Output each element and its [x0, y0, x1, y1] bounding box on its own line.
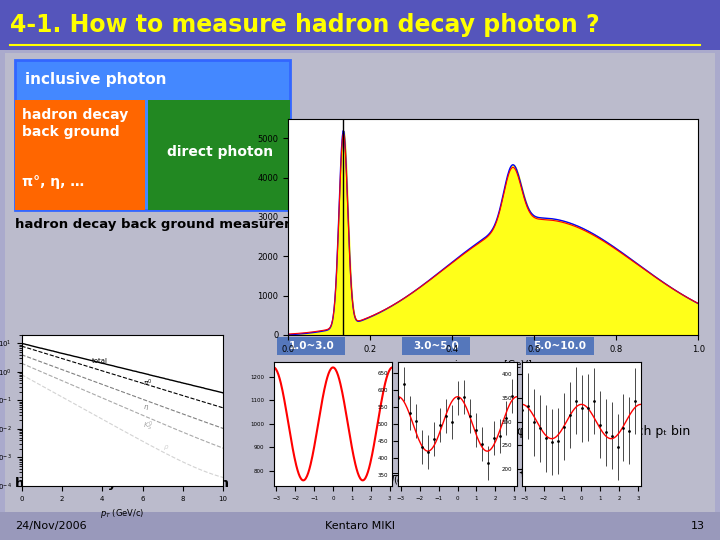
- Text: inclusive photon: inclusive photon: [25, 72, 166, 87]
- FancyBboxPatch shape: [402, 337, 469, 355]
- Text: $K^0_S$: $K^0_S$: [143, 420, 153, 434]
- FancyBboxPatch shape: [0, 0, 720, 50]
- Text: π°, η, …: π°, η, …: [22, 175, 84, 189]
- FancyBboxPatch shape: [148, 100, 290, 210]
- Text: total: total: [92, 359, 108, 364]
- Text: 4-1. How to measure hadron decay photon ?: 4-1. How to measure hadron decay photon …: [10, 13, 600, 37]
- Text: 5.0~10.0: 5.0~10.0: [533, 341, 586, 351]
- FancyBboxPatch shape: [15, 100, 145, 210]
- FancyBboxPatch shape: [0, 512, 720, 540]
- Text: $\eta$: $\eta$: [143, 403, 149, 412]
- Text: $\rho$: $\rho$: [163, 443, 169, 452]
- Text: 1.0~3.0: 1.0~3.0: [288, 341, 334, 351]
- Text: hadron decay
back ground: hadron decay back ground: [22, 108, 128, 139]
- Text: dφ distribution at each pₜ bin: dφ distribution at each pₜ bin: [509, 425, 690, 438]
- Text: $\pi^0$: $\pi^0$: [143, 378, 152, 389]
- FancyBboxPatch shape: [15, 60, 290, 210]
- Text: direct photon: direct photon: [167, 145, 273, 159]
- Text: invariant mass distribution of 2γ: invariant mass distribution of 2γ: [398, 282, 602, 295]
- FancyBboxPatch shape: [277, 337, 345, 355]
- Text: 24/Nov/2006: 24/Nov/2006: [15, 521, 86, 531]
- Text: Kentaro MIKI: Kentaro MIKI: [325, 521, 395, 531]
- Text: 13: 13: [691, 521, 705, 531]
- Text: 3.0~5.0: 3.0~5.0: [413, 341, 459, 351]
- FancyBboxPatch shape: [5, 53, 715, 515]
- Text: hadron decay back ground measurement: hadron decay back ground measurement: [15, 218, 323, 231]
- X-axis label: inv. mass [GeV]: inv. mass [GeV]: [455, 359, 531, 369]
- X-axis label: $p_T$ (GeV/c): $p_T$ (GeV/c): [100, 507, 145, 520]
- FancyBboxPatch shape: [526, 337, 593, 355]
- Text: $\frac{dN}{d(\phi - \Psi)} = N_0[1 + 2v_2\{\cos(2(\phi - \Psi))\}]$: $\frac{dN}{d(\phi - \Psi)} = N_0[1 + 2v_…: [387, 462, 633, 488]
- Text: hadron decay contamination: hadron decay contamination: [15, 477, 229, 490]
